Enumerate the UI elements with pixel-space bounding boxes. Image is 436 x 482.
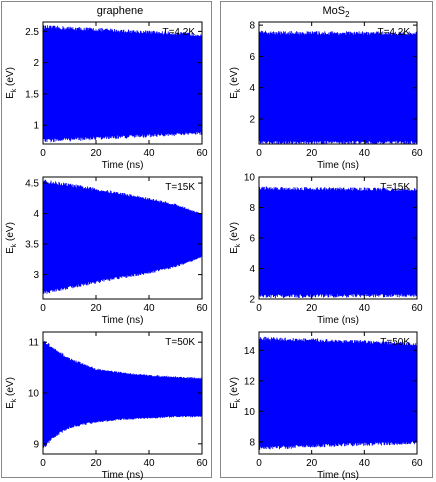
signal-band: [43, 342, 202, 447]
y-tick-label: 10: [28, 389, 40, 400]
y-axis-label: Ek (eV): [229, 377, 242, 409]
y-axis-label: Ek (eV): [229, 67, 242, 99]
x-tick-label: 0: [256, 148, 262, 159]
y-tick-label: 8: [249, 203, 255, 214]
y-tick-label: 6: [249, 52, 255, 63]
signal-band: [43, 28, 202, 139]
temperature-annotation: T=15K: [380, 182, 410, 193]
y-tick-label: 6: [249, 234, 255, 245]
signal-noise: [259, 336, 417, 450]
chart-panel: 0 20 40 60 8 10 12 14 Time (ns) Ek (eV) T=50K: [229, 331, 423, 481]
x-axis-label: Time (ns): [317, 315, 359, 326]
x-tick-label: 40: [143, 458, 155, 469]
y-tick-label: 2.5: [25, 27, 39, 38]
x-tick-label: 40: [359, 458, 371, 469]
x-tick-label: 60: [196, 148, 208, 159]
temperature-annotation: T=4.2K: [162, 27, 195, 38]
x-tick-label: 60: [196, 458, 208, 469]
y-tick-label: 8: [249, 21, 255, 32]
signal-band: [259, 190, 417, 295]
x-tick-label: 40: [359, 303, 371, 314]
x-axis-label: Time (ns): [317, 470, 359, 481]
chart-panel: 0 20 40 60 9 10 11 Time (ns) Ek (eV) T=50K: [5, 331, 208, 481]
signal-band: [259, 34, 417, 141]
x-axis-label: Time (ns): [317, 160, 359, 171]
x-tick-label: 40: [359, 148, 371, 159]
y-tick-label: 3: [33, 270, 39, 281]
temperature-annotation: T=4.2K: [377, 27, 410, 38]
column-title-graphene: graphene: [97, 5, 144, 17]
chart-panel: 0 20 40 60 1 1.5 2 2.5 Time (ns) Ek (eV) T=4.2K: [5, 21, 208, 171]
x-axis-label: Time (ns): [102, 315, 144, 326]
y-axis-label: Ek (eV): [5, 67, 18, 99]
y-tick-label: 2: [33, 58, 39, 69]
y-tick-label: 2: [249, 295, 255, 306]
signal-band: [43, 183, 202, 292]
x-tick-label: 20: [90, 303, 102, 314]
column-frame-graphene: [1, 1, 212, 478]
y-tick-label: 4: [249, 264, 255, 275]
temperature-annotation: T=50K: [165, 337, 195, 348]
x-tick-label: 60: [196, 303, 208, 314]
chart-panel: 0 20 40 60 2 4 6 8 Time (ns) Ek (eV) T=4.2K: [229, 21, 423, 171]
y-tick-label: 10: [244, 407, 256, 418]
y-axis-label: Ek (eV): [229, 222, 242, 254]
x-tick-label: 20: [306, 303, 318, 314]
x-tick-label: 40: [143, 148, 155, 159]
y-tick-label: 14: [244, 346, 256, 357]
y-tick-label: 3.5: [25, 240, 39, 251]
x-tick-label: 60: [411, 458, 423, 469]
chart-panel: 0 20 40 60 2 4 6 8 10 Time (ns) Ek (eV) T=15K: [229, 173, 423, 327]
signal-noise: [43, 179, 202, 295]
plot-frame: [258, 331, 418, 455]
y-axis-label: Ek (eV): [5, 222, 18, 254]
y-tick-label: 10: [244, 173, 256, 184]
x-tick-label: 60: [411, 303, 423, 314]
signal-band: [259, 340, 417, 447]
column-title-mos2: MoS2: [322, 5, 350, 19]
y-tick-label: 1: [33, 121, 39, 132]
y-tick-label: 2: [249, 114, 255, 125]
y-tick-label: 1.5: [25, 89, 39, 100]
x-tick-label: 0: [40, 148, 46, 159]
x-tick-label: 0: [40, 458, 46, 469]
x-tick-label: 40: [143, 303, 155, 314]
temperature-annotation: T=15K: [165, 182, 195, 193]
x-tick-label: 20: [90, 458, 102, 469]
y-tick-label: 4: [33, 209, 39, 220]
x-tick-label: 20: [90, 148, 102, 159]
signal-noise: [259, 186, 417, 298]
x-tick-label: 20: [306, 148, 318, 159]
chart-panel: 0 20 40 60 3 3.5 4 4.5 Time (ns) Ek (eV) T=15K: [5, 176, 208, 326]
x-tick-label: 0: [256, 303, 262, 314]
plot-frame: [42, 176, 203, 300]
plot-frame: [258, 21, 418, 145]
x-tick-label: 60: [411, 148, 423, 159]
column-frame-mos2: [220, 1, 433, 478]
x-tick-label: 0: [256, 458, 262, 469]
temperature-annotation: T=50K: [380, 337, 410, 348]
y-tick-label: 12: [244, 376, 256, 387]
y-tick-label: 11: [29, 338, 40, 349]
signal-noise: [43, 25, 202, 143]
x-axis-label: Time (ns): [102, 160, 144, 171]
x-tick-label: 0: [40, 303, 46, 314]
y-tick-label: 4: [249, 83, 255, 94]
x-tick-label: 20: [306, 458, 318, 469]
y-tick-label: 4.5: [25, 179, 39, 190]
plot-frame: [42, 21, 203, 145]
y-tick-label: 8: [249, 437, 255, 448]
signal-noise: [43, 338, 202, 448]
y-tick-label: 9: [33, 439, 39, 450]
y-axis-label: Ek (eV): [5, 377, 18, 409]
x-axis-label: Time (ns): [102, 470, 144, 481]
